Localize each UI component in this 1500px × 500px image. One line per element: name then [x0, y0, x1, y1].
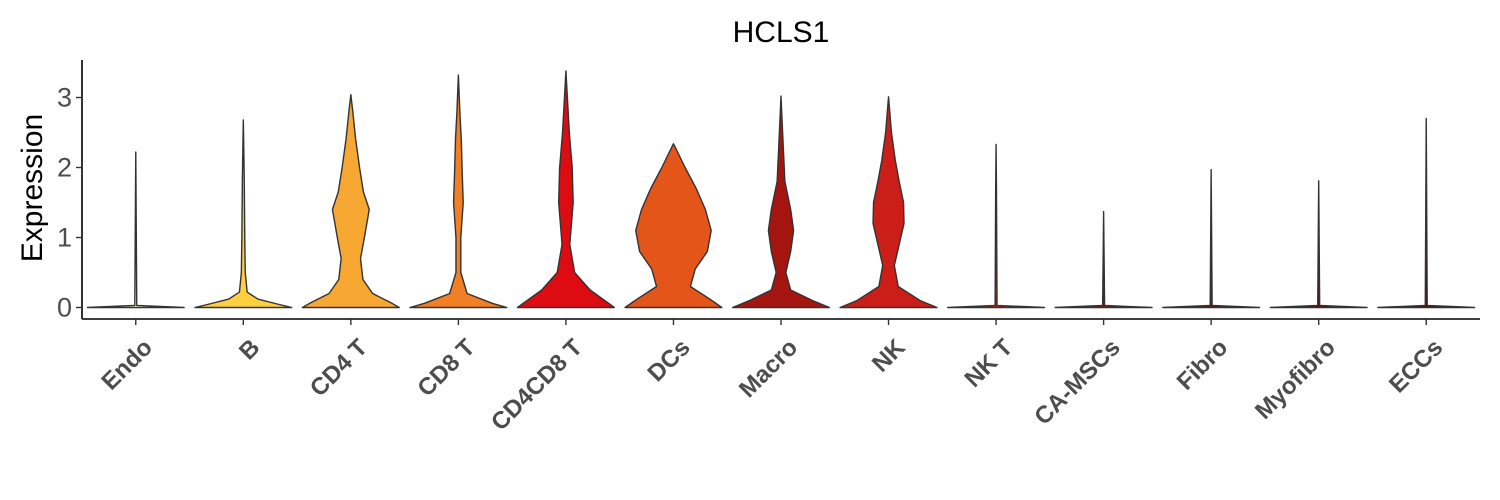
- x-tick-label: Fibro: [1172, 334, 1234, 396]
- violin-cd8-t: [409, 74, 508, 309]
- x-tick-label: DCs: [643, 334, 696, 387]
- x-tick-label: B: [234, 334, 265, 365]
- y-tick-label: 3: [57, 83, 72, 113]
- violin-cd4-t: [301, 94, 400, 309]
- violin-layer: [86, 70, 1476, 309]
- y-tick-label: 0: [57, 293, 72, 323]
- y-axis-label: Expression: [16, 114, 49, 262]
- x-tick-label: NK: [867, 334, 911, 378]
- violin-eccs: [1377, 117, 1476, 309]
- x-tick-label: Endo: [96, 334, 158, 396]
- violin-macro: [731, 95, 831, 309]
- x-tick-label: Macro: [734, 334, 803, 403]
- x-tick-label: Myofibro: [1250, 334, 1341, 425]
- y-tick-label: 1: [57, 223, 72, 253]
- x-tick-label: CD4CD8 T: [486, 334, 588, 436]
- x-axis: Endo B CD4 T CD8 T CD4CD8 T DCs Macro NK NK T CA-…: [82, 318, 1480, 436]
- x-tick-label: NK T: [960, 334, 1019, 393]
- violin-myofibro: [1269, 180, 1368, 309]
- x-tick-label: CA-MSCs: [1029, 334, 1125, 430]
- x-tick-label: ECCs: [1384, 334, 1448, 398]
- violin-b: [194, 119, 293, 309]
- x-tick-label: CD4 T: [305, 334, 373, 402]
- violin-ca-mscs: [1054, 210, 1153, 309]
- violin-cd4cd8-t: [516, 70, 616, 309]
- y-axis: 0 1 2 3: [57, 60, 83, 323]
- y-tick-label: 2: [57, 153, 72, 183]
- violin-fibro: [1162, 168, 1261, 309]
- violin-endo: [86, 151, 185, 309]
- violin-nk: [839, 96, 938, 309]
- chart-title: HCLS1: [733, 16, 830, 49]
- x-tick-label: CD8 T: [412, 334, 480, 402]
- violin-nk-t: [946, 143, 1046, 309]
- violin-dcs: [624, 143, 723, 309]
